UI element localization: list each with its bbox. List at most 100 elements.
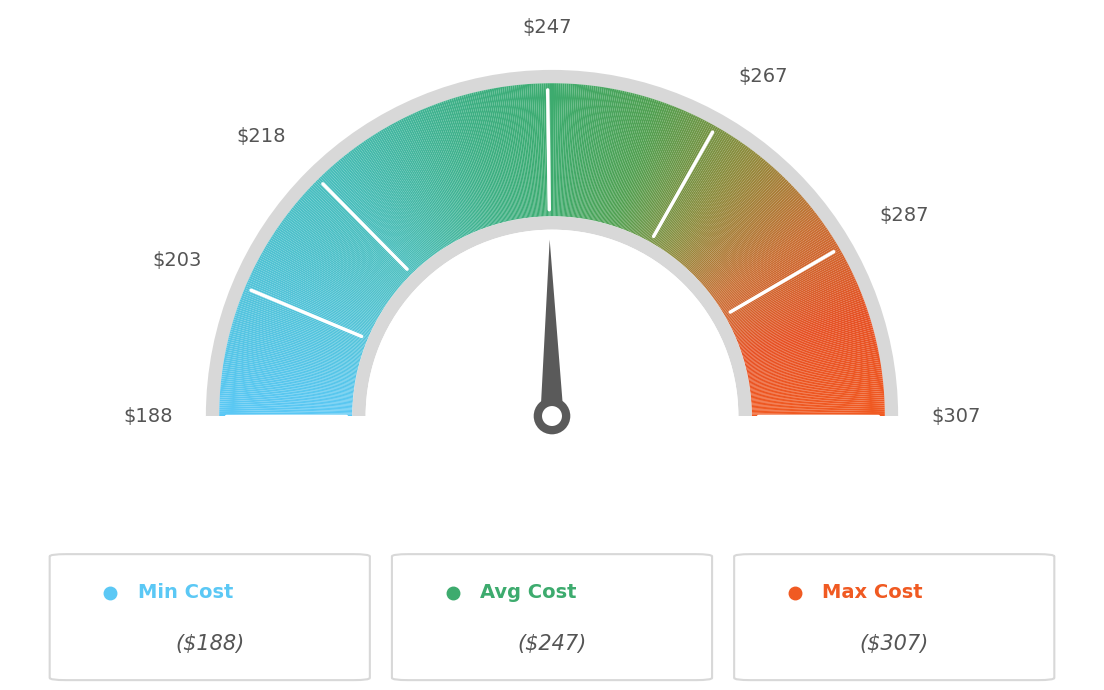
Wedge shape: [333, 164, 422, 266]
Wedge shape: [660, 136, 734, 249]
Wedge shape: [250, 276, 371, 333]
Wedge shape: [308, 188, 406, 280]
Wedge shape: [220, 412, 352, 415]
Text: ($188): ($188): [176, 634, 244, 654]
Wedge shape: [225, 354, 355, 380]
Wedge shape: [684, 168, 775, 268]
Wedge shape: [508, 86, 527, 218]
Wedge shape: [743, 321, 872, 360]
Wedge shape: [634, 112, 690, 235]
Wedge shape: [543, 83, 549, 217]
Wedge shape: [716, 227, 827, 304]
Wedge shape: [584, 88, 608, 219]
Wedge shape: [581, 87, 602, 219]
Text: Avg Cost: Avg Cost: [480, 583, 576, 602]
Wedge shape: [595, 91, 627, 221]
Wedge shape: [747, 348, 878, 376]
Wedge shape: [735, 284, 858, 338]
Wedge shape: [288, 212, 394, 295]
Wedge shape: [442, 101, 487, 228]
Wedge shape: [496, 88, 520, 219]
Wedge shape: [627, 108, 678, 231]
Wedge shape: [747, 350, 879, 377]
Wedge shape: [752, 412, 884, 415]
Wedge shape: [702, 197, 805, 286]
Wedge shape: [572, 85, 587, 217]
Wedge shape: [614, 99, 657, 226]
Wedge shape: [724, 248, 840, 317]
Wedge shape: [408, 115, 467, 236]
Wedge shape: [577, 86, 596, 218]
Wedge shape: [752, 408, 884, 412]
Wedge shape: [603, 95, 639, 224]
Wedge shape: [750, 368, 882, 388]
Wedge shape: [524, 84, 537, 217]
Wedge shape: [645, 121, 709, 240]
Wedge shape: [422, 109, 475, 233]
Wedge shape: [699, 191, 799, 282]
Wedge shape: [633, 111, 688, 234]
Wedge shape: [616, 101, 661, 227]
Wedge shape: [251, 273, 372, 331]
Bar: [205, 416, 899, 615]
Wedge shape: [669, 147, 750, 255]
Wedge shape: [737, 292, 861, 342]
Wedge shape: [354, 147, 435, 255]
Wedge shape: [676, 155, 760, 260]
Wedge shape: [401, 119, 463, 238]
Wedge shape: [237, 305, 363, 351]
Text: Min Cost: Min Cost: [138, 583, 233, 602]
Wedge shape: [725, 252, 842, 319]
Wedge shape: [735, 282, 858, 337]
Text: $287: $287: [880, 206, 930, 225]
Wedge shape: [569, 84, 581, 217]
Wedge shape: [259, 256, 376, 321]
Wedge shape: [698, 188, 796, 280]
Wedge shape: [529, 84, 540, 217]
Wedge shape: [694, 182, 790, 277]
Wedge shape: [505, 86, 524, 219]
Wedge shape: [220, 393, 353, 404]
Wedge shape: [637, 115, 696, 236]
Wedge shape: [751, 379, 883, 395]
Wedge shape: [696, 185, 793, 279]
Wedge shape: [709, 210, 815, 294]
Wedge shape: [220, 406, 352, 411]
Wedge shape: [231, 327, 360, 364]
Wedge shape: [232, 323, 360, 362]
Wedge shape: [749, 362, 881, 385]
Text: $267: $267: [739, 67, 788, 86]
Wedge shape: [367, 139, 442, 250]
Wedge shape: [689, 173, 782, 271]
Wedge shape: [657, 132, 729, 247]
Wedge shape: [267, 241, 382, 312]
Wedge shape: [227, 342, 358, 373]
Wedge shape: [535, 83, 543, 217]
Wedge shape: [542, 83, 546, 217]
Wedge shape: [752, 400, 884, 407]
Wedge shape: [227, 339, 358, 371]
Wedge shape: [322, 173, 415, 271]
Wedge shape: [711, 214, 818, 295]
Wedge shape: [315, 181, 411, 276]
Wedge shape: [553, 83, 556, 217]
Wedge shape: [252, 270, 372, 330]
Wedge shape: [678, 158, 764, 262]
Wedge shape: [680, 161, 767, 264]
Wedge shape: [730, 265, 849, 326]
Wedge shape: [613, 99, 655, 226]
Wedge shape: [240, 299, 365, 347]
Wedge shape: [677, 156, 761, 261]
Wedge shape: [728, 256, 845, 321]
Wedge shape: [326, 170, 417, 270]
Wedge shape: [488, 89, 514, 220]
Wedge shape: [461, 95, 499, 224]
Wedge shape: [327, 169, 418, 268]
Wedge shape: [434, 104, 482, 230]
Wedge shape: [673, 152, 756, 258]
Wedge shape: [491, 88, 517, 219]
Wedge shape: [672, 150, 754, 257]
Wedge shape: [357, 146, 436, 255]
Wedge shape: [615, 100, 659, 227]
Wedge shape: [550, 83, 552, 217]
